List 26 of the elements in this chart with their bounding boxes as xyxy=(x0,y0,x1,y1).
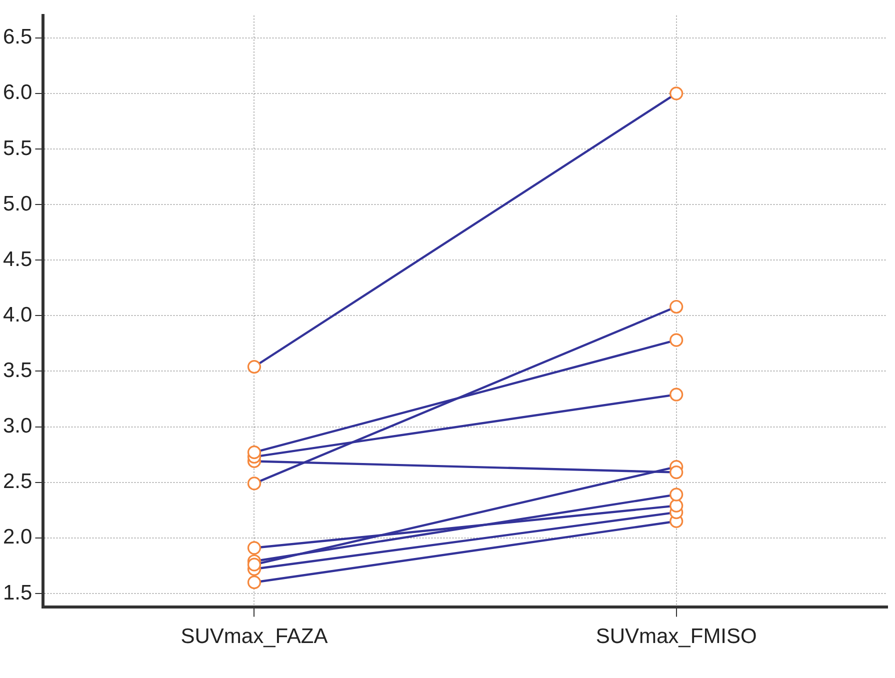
point xyxy=(670,333,684,347)
y-tick-label: 5.0 xyxy=(2,192,32,216)
x-tick-label: SUVmax_FMISO xyxy=(596,625,757,648)
y-tick-label: 2.0 xyxy=(2,526,32,549)
y-tick-label: 3.5 xyxy=(2,359,32,382)
y-tick-label: 6.5 xyxy=(2,26,32,49)
y-tick-label: 2.5 xyxy=(2,470,32,494)
y-tick-label: 6.0 xyxy=(2,81,32,104)
y-tick-label: 3.0 xyxy=(2,414,32,438)
point xyxy=(670,86,684,100)
point xyxy=(670,466,684,480)
y-tick-label: 5.5 xyxy=(2,136,32,160)
point xyxy=(670,488,684,502)
point xyxy=(670,498,684,512)
point xyxy=(247,576,262,590)
point xyxy=(670,388,684,402)
y-tick-label: 4.0 xyxy=(2,303,32,326)
y-tick-label: 4.5 xyxy=(2,248,32,271)
y-tick-label: 1.5 xyxy=(2,581,32,604)
point xyxy=(247,446,262,460)
x-tick-label: SUVmax_FAZA xyxy=(180,625,328,648)
point xyxy=(247,558,262,572)
point xyxy=(247,360,262,374)
point xyxy=(247,541,262,555)
point xyxy=(247,476,262,490)
point xyxy=(670,300,684,314)
